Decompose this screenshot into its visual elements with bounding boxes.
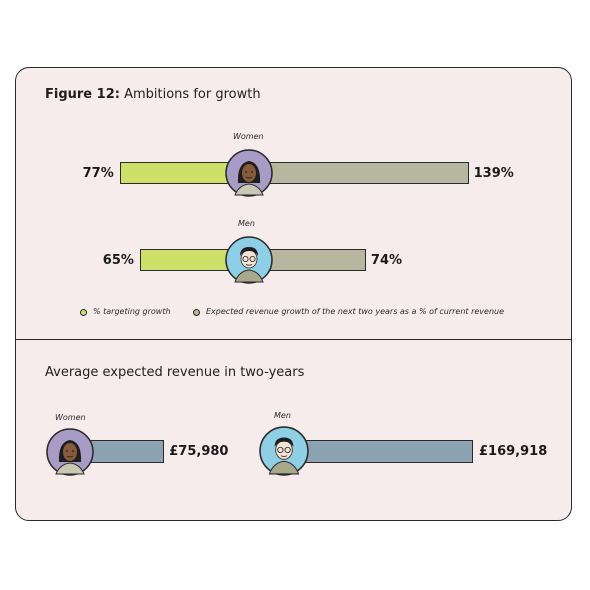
legend-growth-label: Expected revenue growth of the next two …	[206, 307, 505, 316]
section2-title: Average expected revenue in two-years	[45, 365, 305, 380]
men-expected-growth-value: 74%	[370, 253, 403, 268]
men-revenue-bar	[298, 440, 473, 463]
section-divider	[15, 339, 572, 340]
women-expected-growth-value: 139%	[473, 166, 514, 181]
women-revenue-bar	[86, 440, 165, 463]
women-targeting-growth-value: 77%	[82, 166, 114, 181]
men-targeting-growth-value: 65%	[102, 253, 134, 268]
men-revenue-value: £169,918	[479, 444, 548, 459]
women-expected-growth-bar	[249, 162, 469, 184]
men-label-chart2: Men	[274, 411, 291, 420]
legend-targeting-label: % targeting growth	[93, 307, 171, 316]
figure-label: Figure 12:	[45, 87, 120, 102]
figure-title: Figure 12: Ambitions for growth	[45, 87, 261, 102]
woman-avatar-icon-2	[46, 428, 94, 476]
women-revenue-value: £75,980	[169, 444, 229, 459]
legend-targeting-dot	[80, 309, 87, 316]
man-avatar-icon	[225, 236, 273, 284]
man-avatar-icon-2	[259, 426, 309, 476]
women-label-chart1: Women	[233, 132, 264, 141]
figure-title-text: Ambitions for growth	[124, 87, 261, 102]
legend-growth-dot	[193, 309, 200, 316]
woman-avatar-icon	[225, 149, 273, 197]
men-label-chart1: Men	[238, 219, 255, 228]
women-label-chart2: Women	[55, 413, 86, 422]
